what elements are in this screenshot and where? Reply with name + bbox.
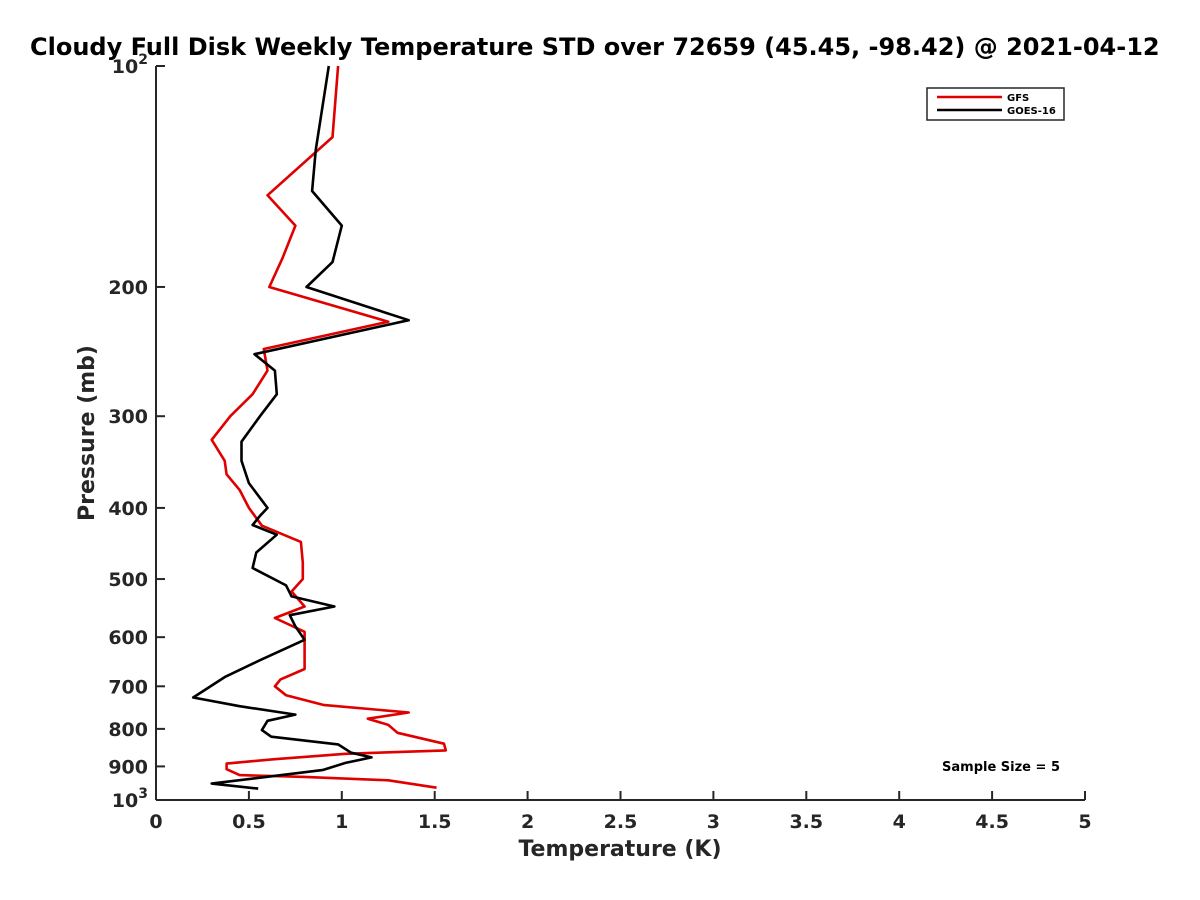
legend-label: GFS (1007, 93, 1029, 104)
y-tick-label: 600 (108, 627, 148, 649)
series-line-goes-16 (191, 65, 411, 790)
y-tick-label: 500 (108, 569, 148, 591)
y-tick-label: 900 (108, 756, 148, 778)
x-tick-label: 0.5 (232, 811, 266, 833)
x-tick-label: 5 (1078, 811, 1091, 833)
y-tick-label: 800 (108, 719, 148, 741)
y-axis-ticks: 102 200 300 400 500 600 700 800 900 103 (108, 52, 165, 812)
sample-size-annotation: Sample Size = 5 (942, 760, 1060, 775)
chart-title: Cloudy Full Disk Weekly Temperature STD … (30, 33, 1160, 61)
y-tick-label: 400 (108, 498, 148, 520)
x-tick-label: 0 (149, 811, 162, 833)
legend-label: GOES-16 (1007, 106, 1056, 117)
y-axis-label: Pressure (mb) (75, 345, 100, 521)
x-tick-label: 2 (521, 811, 534, 833)
y-tick-label: 200 (108, 277, 148, 299)
plot-area (155, 66, 1085, 801)
x-axis-ticks: 0 0.5 1 1.5 2 2.5 3 3.5 4 4.5 5 (149, 791, 1092, 833)
x-tick-label: 4.5 (975, 811, 1009, 833)
y-tick-label: 700 (108, 676, 148, 698)
legend: GFS GOES-16 (926, 87, 1065, 121)
x-tick-label: 2.5 (604, 811, 638, 833)
x-tick-label: 3.5 (789, 811, 823, 833)
series-lines (191, 65, 448, 790)
x-tick-label: 1 (335, 811, 348, 833)
y-tick-label: 103 (112, 786, 148, 812)
legend-box (926, 87, 1065, 121)
x-tick-label: 1.5 (418, 811, 452, 833)
series-line-gfs (210, 65, 448, 789)
x-axis-label: Temperature (K) (518, 837, 721, 862)
y-tick-label: 300 (108, 406, 148, 428)
x-tick-label: 4 (893, 811, 906, 833)
y-tick-label: 102 (112, 52, 148, 78)
x-tick-label: 3 (707, 811, 720, 833)
